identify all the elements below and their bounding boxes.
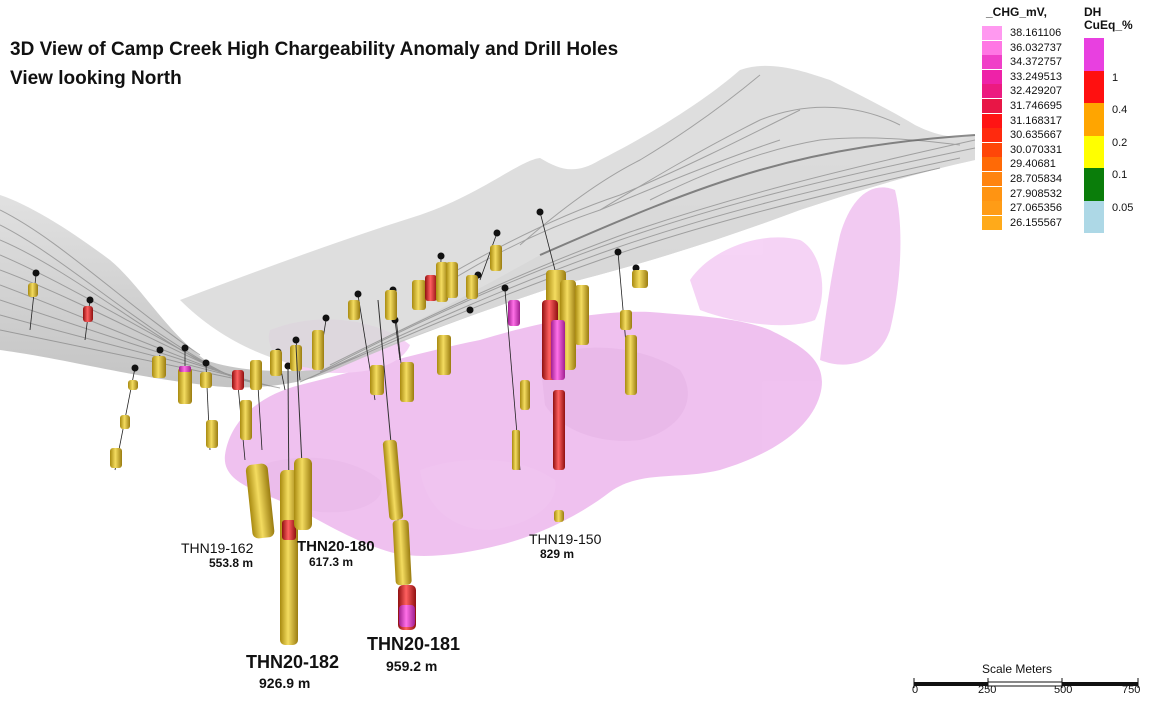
title-line-2: View looking North (10, 68, 182, 89)
cueq-threshold-label: 0.4 (1112, 104, 1128, 116)
chg-value-label: 31.168317 (1010, 114, 1062, 127)
chg-value-label: 27.908532 (1010, 187, 1062, 200)
chg-value-label: 28.705834 (1010, 173, 1062, 185)
scale-label-500: 500 (1054, 684, 1073, 696)
scale-label-0: 0 (912, 684, 919, 696)
cueq-swatch (1084, 135, 1104, 168)
hole-name: THN20-182 (246, 652, 340, 672)
chg-value-label: 31.746695 (1010, 100, 1062, 112)
hole-depth: 617.3 m (309, 555, 354, 569)
chg-swatch (982, 128, 1002, 143)
hole-name: THN20-181 (367, 634, 461, 654)
cueq-legend-title-1: DH (1084, 5, 1102, 19)
scale-label-750: 750 (1122, 684, 1141, 696)
cueq-swatch (1084, 38, 1104, 71)
chg-swatch (982, 99, 1002, 113)
hole-label-thn20-180: THN20-180 617.3 m (297, 538, 375, 569)
scale-label-250: 250 (978, 684, 997, 696)
cueq-swatch (1084, 168, 1104, 201)
cueq-threshold-label: 0.05 (1112, 201, 1134, 214)
hole-name: THN19-162 (181, 540, 254, 556)
cueq-threshold-label: 1 (1112, 71, 1119, 84)
cueq-threshold-label: 0.1 (1112, 169, 1128, 181)
chg-swatch (982, 172, 1002, 186)
chg-swatch (982, 55, 1002, 70)
cueq-legend: DH CuEq_% 1 0.4 0.2 0.1 0.05 (1084, 4, 1154, 236)
chg-swatch (982, 186, 1002, 201)
hole-depth: 959.2 m (386, 658, 438, 674)
hole-label-thn19-150: THN19-150 829 m (529, 531, 601, 561)
figure-title: 3D View of Camp Creek High Chargeability… (10, 35, 618, 93)
hole-name: THN20-180 (297, 538, 375, 555)
chg-value-label: 32.429207 (1010, 85, 1062, 98)
chg-value-label: 26.155567 (1010, 216, 1062, 229)
chg-swatch (982, 69, 1002, 84)
chg-swatch (982, 215, 1002, 230)
hole-depth: 553.8 m (209, 556, 254, 570)
scale-title: Scale Meters (982, 662, 1053, 676)
chg-value-label: 36.032737 (1010, 41, 1062, 54)
terrain-surface (0, 65, 976, 389)
chg-value-label: 38.161106 (1010, 27, 1062, 39)
drill-hole-traces (28, 208, 648, 646)
chg-swatch (982, 40, 1002, 55)
chg-swatch (982, 113, 1002, 128)
cueq-legend-title-2: CuEq_% (1084, 18, 1133, 32)
chg-value-label: 30.635667 (1010, 129, 1062, 142)
hole-name: THN19-150 (529, 531, 602, 547)
chg-value-label: 34.372757 (1010, 56, 1062, 69)
chg-value-label: 27.065356 (1010, 202, 1062, 215)
chg-value-label: 29.40681 (1010, 158, 1056, 171)
chg-swatch (982, 142, 1002, 157)
hole-label-thn20-181: THN20-181 959.2 m (367, 634, 460, 674)
title-line-1: 3D View of Camp Creek High Chargeability… (10, 39, 619, 60)
hole-label-thn20-182: THN20-182 926.9 m (246, 652, 339, 691)
chg-swatch (982, 201, 1002, 216)
cueq-swatch (1084, 200, 1104, 233)
chg-legend-title: _CHG_mV, (986, 5, 1047, 19)
chg-value-label: 33.249513 (1010, 70, 1062, 83)
chg-value-label: 30.070331 (1010, 143, 1062, 156)
hole-depth: 926.9 m (259, 675, 311, 691)
cueq-swatch (1084, 103, 1104, 136)
hole-label-thn19-162: THN19-162 553.8 m (181, 540, 253, 570)
cueq-swatch (1084, 70, 1104, 103)
cueq-threshold-label: 0.2 (1112, 136, 1128, 149)
chg-swatch (982, 84, 1002, 99)
scale-bar: Scale Meters 0 250 500 750 (912, 660, 1144, 710)
chg-swatch (982, 157, 1002, 172)
chg-swatch (982, 26, 1002, 40)
hole-depth: 829 m (540, 547, 575, 561)
chargeability-legend: _CHG_mV, 38.161106 36.032737 34.372757 33.2… (982, 4, 1077, 236)
scale-bar-graphic (913, 678, 1139, 688)
